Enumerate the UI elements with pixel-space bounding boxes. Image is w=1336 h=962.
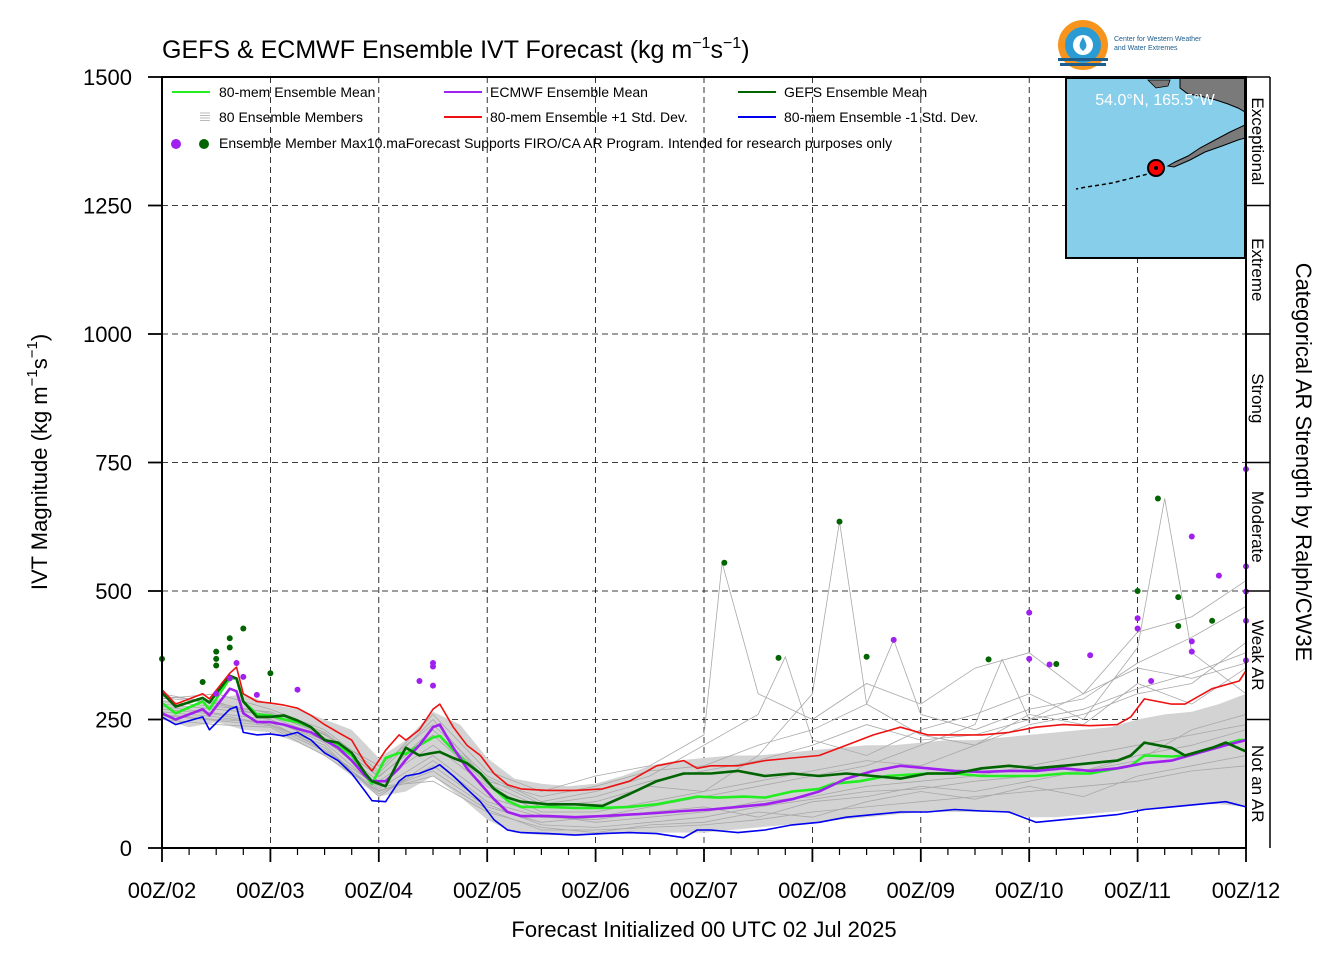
y-tick-label: 1250 — [83, 194, 132, 219]
x-tick-label: 00Z/12 — [1212, 878, 1281, 903]
gefs-member-max-point — [1154, 495, 1161, 502]
ecmwf-member-max-point — [1215, 572, 1222, 579]
x-axis-label: Forecast Initialized 00 UTC 02 Jul 2025 — [511, 917, 896, 942]
ecmwf-member-max-point — [1026, 655, 1033, 662]
x-tick-label: 00Z/04 — [345, 878, 414, 903]
x-tick-label: 00Z/06 — [561, 878, 630, 903]
ar-category-label: Weak AR — [1248, 620, 1267, 691]
gefs-member-max-point — [1175, 622, 1182, 629]
80-mem-ensemble-1-std-dev-line — [161, 666, 1247, 792]
gefs-member-max-point — [836, 518, 843, 525]
ar-category-label: Exceptional — [1248, 97, 1267, 185]
legend-gefs-mean: GEFS Ensemble Mean — [784, 84, 927, 100]
ecmwf-member-max-point — [1026, 609, 1033, 616]
mean-series — [161, 666, 1247, 839]
y-tick-label: 1500 — [83, 65, 132, 90]
legend-plus-std: 80-mem Ensemble +1 Std. Dev. — [490, 109, 688, 125]
ecmwf-member-max-point — [253, 691, 260, 698]
gefs-member-max-point — [213, 648, 220, 655]
gefs-member-max-point — [199, 678, 206, 685]
y-tick-label: 500 — [95, 579, 132, 604]
gefs-member-max-point — [863, 653, 870, 660]
right-axis-label: Categorical AR Strength by Ralph/CW3E — [1291, 263, 1316, 662]
gefs-member-max-point — [1053, 660, 1060, 667]
ecmwf-member-max-point — [430, 682, 436, 689]
logo-text-2: and Water Extremes — [1114, 45, 1178, 52]
ecmwf-member-max-point — [1134, 625, 1141, 632]
gefs-member-max-point — [213, 662, 220, 669]
cw3e-logo: Center for Western Weather and Water Ext… — [1058, 20, 1202, 70]
y-tick-label: 0 — [120, 836, 132, 861]
y-tick-label: 750 — [95, 451, 132, 476]
gefs-member-max-point — [1209, 617, 1216, 624]
y-axis: 0 250 500 750 1000 1250 1500 — [83, 65, 162, 861]
legend-members: 80 Ensemble Members — [219, 109, 363, 125]
ecmwf-member-max-point — [226, 675, 233, 682]
80-mem-ensemble-1-std-dev-line — [161, 705, 1247, 839]
location-inset-map: 54.0°N, 165.5°W — [1065, 77, 1246, 259]
ecmwf-member-max-point — [1087, 652, 1094, 659]
gefs-member-max-point — [1134, 588, 1141, 594]
ecmwf-member-max-point — [213, 690, 220, 697]
legend-ecmwf-mean: ECMWF Ensemble Mean — [490, 84, 648, 100]
gefs-member-max-point — [226, 644, 233, 651]
x-tick-label: 00Z/07 — [670, 878, 739, 903]
gefs-member-max-point — [240, 625, 247, 632]
logo-text-1: Center for Western Weather — [1114, 36, 1202, 43]
x-axis: 00Z/02 00Z/03 00Z/04 00Z/05 00Z/06 00Z/07 00Z/… — [128, 848, 1281, 903]
gefs-member-max-point — [226, 635, 233, 642]
member-max-points — [159, 466, 1249, 698]
x-tick-label: 00Z/08 — [778, 878, 847, 903]
y-tick-label: 1000 — [83, 322, 132, 347]
x-tick-label: 00Z/11 — [1104, 878, 1171, 903]
ecmwf-member-max-point — [294, 686, 301, 693]
ecmwf-member-max-point — [240, 673, 247, 680]
gefs-ensemble-mean-line — [161, 674, 1247, 808]
x-tick-label: 00Z/10 — [995, 878, 1064, 903]
ecmwf-member-max-point — [1148, 677, 1155, 684]
x-tick-label: 00Z/09 — [887, 878, 956, 903]
location-coordinates: 54.0°N, 165.5°W — [1095, 92, 1215, 109]
ar-category-label: Moderate — [1248, 491, 1267, 563]
y-axis-label: IVT Magnitude (kg m−1s−1) — [24, 334, 52, 590]
ecmwf-member-max-point — [1134, 615, 1141, 622]
ecmwf-member-max-point — [233, 659, 240, 666]
ecmwf-member-max-point — [1188, 648, 1195, 655]
ensemble-member-line — [161, 714, 1247, 834]
x-tick-label: 00Z/03 — [236, 878, 305, 903]
gefs-member-max-point — [267, 670, 274, 677]
x-tick-label: 00Z/05 — [453, 878, 522, 903]
legend-minus-std: 80-mem Ensemble -1 Std. Dev. — [784, 109, 978, 125]
x-tick-label: 00Z/02 — [128, 878, 197, 903]
ecmwf-member-max-point — [430, 663, 436, 670]
ar-category-axis: Not an AR Weak AR Moderate Strong Extreme Exc… — [1246, 76, 1271, 848]
legend: 80-mem Ensemble Mean ECMWF Ensemble Mean… — [171, 84, 978, 151]
ecmwf-member-max-point — [890, 636, 897, 643]
ecmwf-member-max-point — [1188, 533, 1195, 540]
gefs-member-max-point — [721, 559, 728, 566]
ecmwf-member-max-point — [1046, 661, 1053, 668]
ecmwf-member-max-point — [416, 677, 423, 684]
ecmwf-member-max-point — [1188, 638, 1195, 645]
ar-category-label: Strong — [1248, 373, 1267, 423]
ar-category-label: Not an AR — [1248, 745, 1267, 823]
80-mem-ensemble-mean-line — [161, 677, 1246, 810]
ar-category-label: Extreme — [1248, 238, 1267, 301]
y-tick-label: 250 — [95, 708, 132, 733]
gefs-member-max-point — [1175, 594, 1182, 601]
gefs-member-max-point — [985, 656, 992, 663]
chart-title: GEFS & ECMWF Ensemble IVT Forecast (kg m… — [162, 35, 750, 64]
ensemble-member-line — [161, 706, 1247, 823]
gefs-member-max-point — [213, 655, 220, 662]
ecmwf-ensemble-mean-line — [161, 687, 1247, 819]
legend-ens-mean: 80-mem Ensemble Mean — [219, 84, 375, 100]
gefs-member-max-point — [775, 654, 782, 661]
legend-member-max: Ensemble Member Max10.maForecast Support… — [219, 135, 892, 151]
